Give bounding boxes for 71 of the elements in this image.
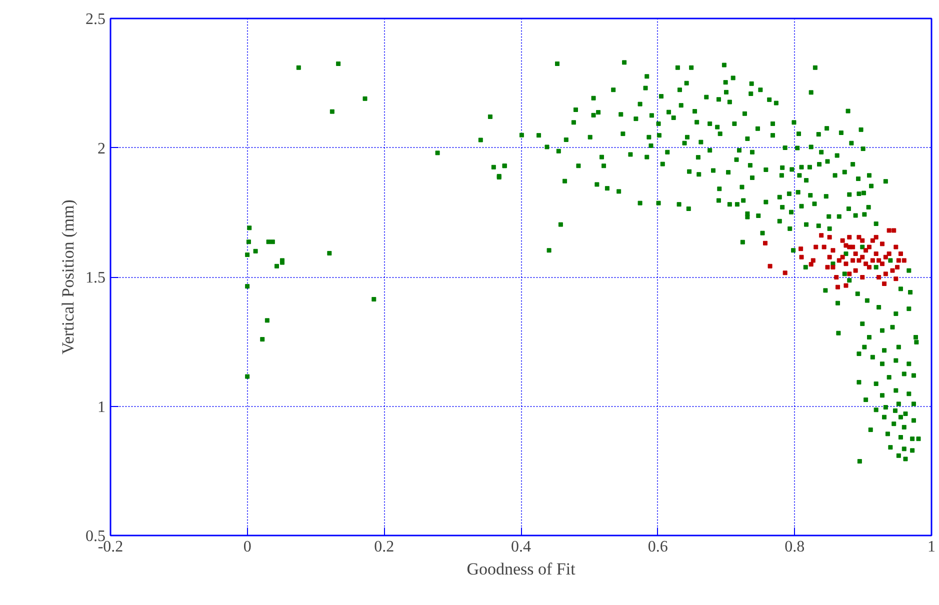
point: [864, 248, 868, 253]
point: [847, 234, 852, 240]
point: [836, 284, 840, 290]
point: [847, 272, 852, 276]
y-tick-label: 2.5: [86, 11, 106, 28]
point: [814, 244, 818, 250]
x-axis-title: Goodness of Fit: [466, 560, 576, 578]
point: [883, 272, 888, 276]
y-tick-label: 2: [98, 140, 106, 158]
x-tick-label: 0.2: [374, 538, 394, 556]
point: [840, 254, 845, 260]
point: [830, 264, 836, 270]
point: [844, 283, 848, 288]
point: [819, 233, 824, 238]
point: [894, 244, 898, 250]
point: [808, 262, 814, 267]
point: [810, 258, 816, 263]
point: [850, 258, 856, 263]
y-tick-label: 1.5: [86, 270, 106, 286]
point: [874, 234, 878, 240]
point: [856, 258, 862, 263]
point: [860, 275, 865, 280]
point: [853, 251, 858, 256]
y-tick-label: 1: [98, 398, 106, 416]
point: [876, 275, 882, 280]
point: [822, 244, 826, 250]
x-tick-label: 1: [928, 538, 936, 556]
point: [886, 251, 892, 256]
point: [890, 268, 895, 273]
point: [883, 254, 888, 260]
point: [886, 228, 892, 233]
point: [782, 270, 788, 276]
point: [844, 262, 848, 266]
point: [866, 244, 872, 250]
point: [902, 258, 906, 263]
point: [827, 254, 832, 260]
point: [895, 264, 900, 270]
point: [834, 275, 839, 280]
point: [825, 264, 830, 270]
point: [768, 264, 772, 268]
point: [853, 268, 858, 273]
point: [827, 234, 832, 240]
x-tick-label: 0.4: [511, 538, 531, 556]
y-axis-title: Vertical Position (mm): [58, 200, 78, 354]
point: [762, 240, 768, 246]
point: [874, 251, 878, 256]
point: [864, 262, 868, 266]
point: [894, 276, 898, 282]
x-tick-label: 0.8: [784, 538, 805, 556]
point: [850, 244, 856, 250]
point: [880, 242, 884, 246]
x-tick-label: 0: [243, 538, 252, 556]
x-tick-label: 0.6: [648, 538, 668, 556]
point: [870, 238, 875, 243]
point: [799, 254, 804, 260]
point: [844, 243, 848, 248]
point: [860, 238, 865, 243]
point: [830, 248, 836, 253]
point: [860, 254, 865, 260]
point: [866, 264, 872, 270]
point: [896, 258, 901, 263]
point: [870, 258, 875, 263]
point: [856, 234, 862, 240]
point: [892, 228, 896, 233]
point: [876, 258, 882, 263]
point: [836, 258, 842, 263]
point: [880, 262, 884, 266]
point: [882, 281, 887, 286]
point: [798, 246, 804, 252]
point: [898, 251, 903, 256]
point: [840, 238, 845, 243]
